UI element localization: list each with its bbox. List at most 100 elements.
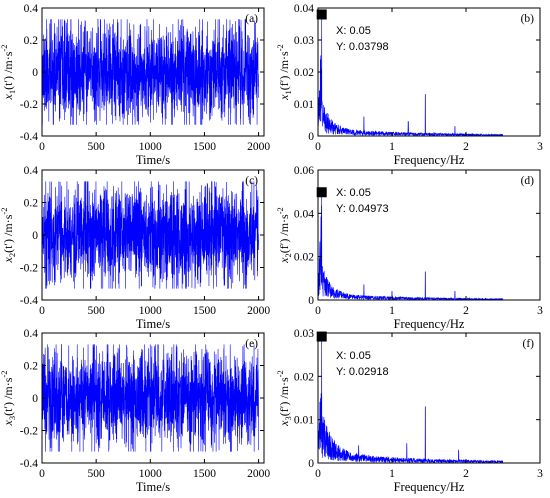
y-axis-label-unit: /m·s xyxy=(277,377,291,402)
panel-label: (d) xyxy=(521,175,535,187)
y-axis-label-exp: -2 xyxy=(0,208,9,215)
x-tick-label: 1 xyxy=(389,468,395,480)
datatip-x-label: X: 0.05 xyxy=(336,187,371,199)
y-tick-label: 0.4 xyxy=(24,328,39,340)
y-tick-label: 0.02 xyxy=(294,67,314,79)
series-line-c-0 xyxy=(42,181,259,289)
y-axis-label-arg: (f′) xyxy=(277,239,291,254)
y-axis-label-sub: 2 xyxy=(7,253,17,257)
x-tick-label: 0 xyxy=(39,305,45,317)
panel-label: (a) xyxy=(245,13,258,25)
y-tick-label: 0.01 xyxy=(294,99,314,111)
x-tick-label: 2000 xyxy=(247,141,270,153)
x-axis-label: Time/s xyxy=(136,153,170,167)
panel-label: (e) xyxy=(245,338,258,350)
panel-label: (f) xyxy=(523,338,535,350)
y-axis-label-arg: (t′) xyxy=(1,76,15,90)
x-tick-label: 3 xyxy=(537,305,543,317)
series-line-a-0 xyxy=(42,18,259,125)
y-tick-label: 0.03 xyxy=(294,35,314,47)
y-axis-label: x1(t′) /m·s-2 xyxy=(0,45,17,101)
x-tick-label: 3 xyxy=(537,141,543,153)
y-axis-label-unit: /m·s xyxy=(1,214,15,239)
series-line-d-0 xyxy=(318,192,504,300)
y-axis-label-unit: /m·s xyxy=(1,377,15,402)
x-tick-label: 0 xyxy=(315,305,321,317)
y-axis-label: x3(f′) /m·s-2 xyxy=(275,370,293,427)
x-tick-label: 0 xyxy=(39,141,45,153)
x-tick-label: 1500 xyxy=(193,141,216,153)
panel-a: 0 500 1000 1500 2000-0.4-0.200.20.4Time/sx1(… xyxy=(0,3,270,167)
y-tick-label: 0.2 xyxy=(24,198,39,210)
y-tick-label: -0.2 xyxy=(20,99,38,111)
y-tick-label: 0.04 xyxy=(294,3,314,15)
y-tick-label: 0.01 xyxy=(294,415,314,427)
y-tick-label: 0 xyxy=(308,295,314,307)
x-axis-label: Frequency/Hz xyxy=(394,480,465,494)
x-axis-label: Time/s xyxy=(136,317,170,331)
panel-label: (c) xyxy=(245,175,258,187)
y-axis-label-sub: 2 xyxy=(283,253,293,257)
x-tick-label: 1500 xyxy=(193,468,216,480)
x-tick-label: 2000 xyxy=(247,305,270,317)
x-tick-label: 2 xyxy=(463,305,469,317)
y-tick-label: 0.2 xyxy=(24,361,39,373)
x-tick-label: 1 xyxy=(389,305,395,317)
y-tick-label: 0.2 xyxy=(24,35,39,47)
datatip-x-label: X: 0.05 xyxy=(336,350,371,362)
y-tick-label: -0.4 xyxy=(20,131,38,143)
x-tick-label: 2 xyxy=(463,468,469,480)
x-tick-label: 1000 xyxy=(139,305,162,317)
x-tick-label: 0 xyxy=(315,141,321,153)
panel-b: 0 1 2 3 0 0.01 0.02 0.03 0.04 Frequency/Hz x1(f′) … xyxy=(275,3,543,167)
panel-label: (b) xyxy=(521,13,535,25)
datatip-y-label: Y: 0.03798 xyxy=(336,41,389,53)
y-tick-label: 0.04 xyxy=(294,208,314,220)
x-axis-label: Time/s xyxy=(136,480,170,494)
y-tick-label: -0.2 xyxy=(20,263,38,275)
y-axis-label-exp: -2 xyxy=(275,207,285,214)
y-axis-label-arg: (t′) xyxy=(1,402,15,416)
y-axis-label-base: x xyxy=(1,93,15,100)
y-tick-label: 0.03 xyxy=(294,328,314,340)
y-tick-label: 0 xyxy=(308,458,314,470)
y-tick-label: -0.4 xyxy=(20,458,38,470)
x-tick-label: 0 xyxy=(39,468,45,480)
datatip-y-label: Y: 0.02918 xyxy=(336,366,389,378)
x-tick-label: 3 xyxy=(537,468,543,480)
panel-e: 0 500 1000 1500 2000-0.4-0.200.20.4Time/sx3(… xyxy=(0,328,270,494)
y-tick-label: 0.02 xyxy=(294,252,314,264)
y-tick-label: 0 xyxy=(32,393,38,405)
y-axis-label-base: x xyxy=(1,419,15,426)
y-axis-label-unit: /m·s xyxy=(277,51,291,76)
y-tick-label: 0 xyxy=(32,230,38,242)
x-tick-label: 1000 xyxy=(139,468,162,480)
y-tick-label: 0.4 xyxy=(24,3,39,15)
y-axis-label-unit: /m·s xyxy=(1,51,15,76)
datatip-y-label: Y: 0.04973 xyxy=(336,203,389,215)
y-axis-label-sub: 1 xyxy=(7,90,17,94)
y-axis-label-sub: 3 xyxy=(283,416,293,420)
x-tick-label: 500 xyxy=(88,305,106,317)
x-tick-label: 1500 xyxy=(193,305,216,317)
axes-frame-f xyxy=(317,332,541,464)
y-tick-label: 0.4 xyxy=(24,165,39,177)
y-axis-label-base: x xyxy=(277,420,291,427)
y-axis-label-arg: (t′) xyxy=(1,239,15,253)
y-axis-label-base: x xyxy=(277,94,291,101)
x-axis-label: Frequency/Hz xyxy=(394,317,465,331)
x-tick-label: 1000 xyxy=(139,141,162,153)
y-axis-label: x1(f′) /m·s-2 xyxy=(275,44,293,101)
y-tick-label: 0 xyxy=(308,131,314,143)
y-tick-label: 0 xyxy=(32,67,38,79)
y-axis-label: x2(f′) /m·s-2 xyxy=(275,207,293,264)
y-axis-label-exp: -2 xyxy=(0,371,9,378)
datatip-marker xyxy=(316,9,327,20)
y-axis-label-unit: /m·s xyxy=(277,214,291,239)
y-axis-label-exp: -2 xyxy=(275,44,285,51)
y-axis-label-arg: (f′) xyxy=(277,76,291,91)
y-axis-label-exp: -2 xyxy=(0,45,9,52)
